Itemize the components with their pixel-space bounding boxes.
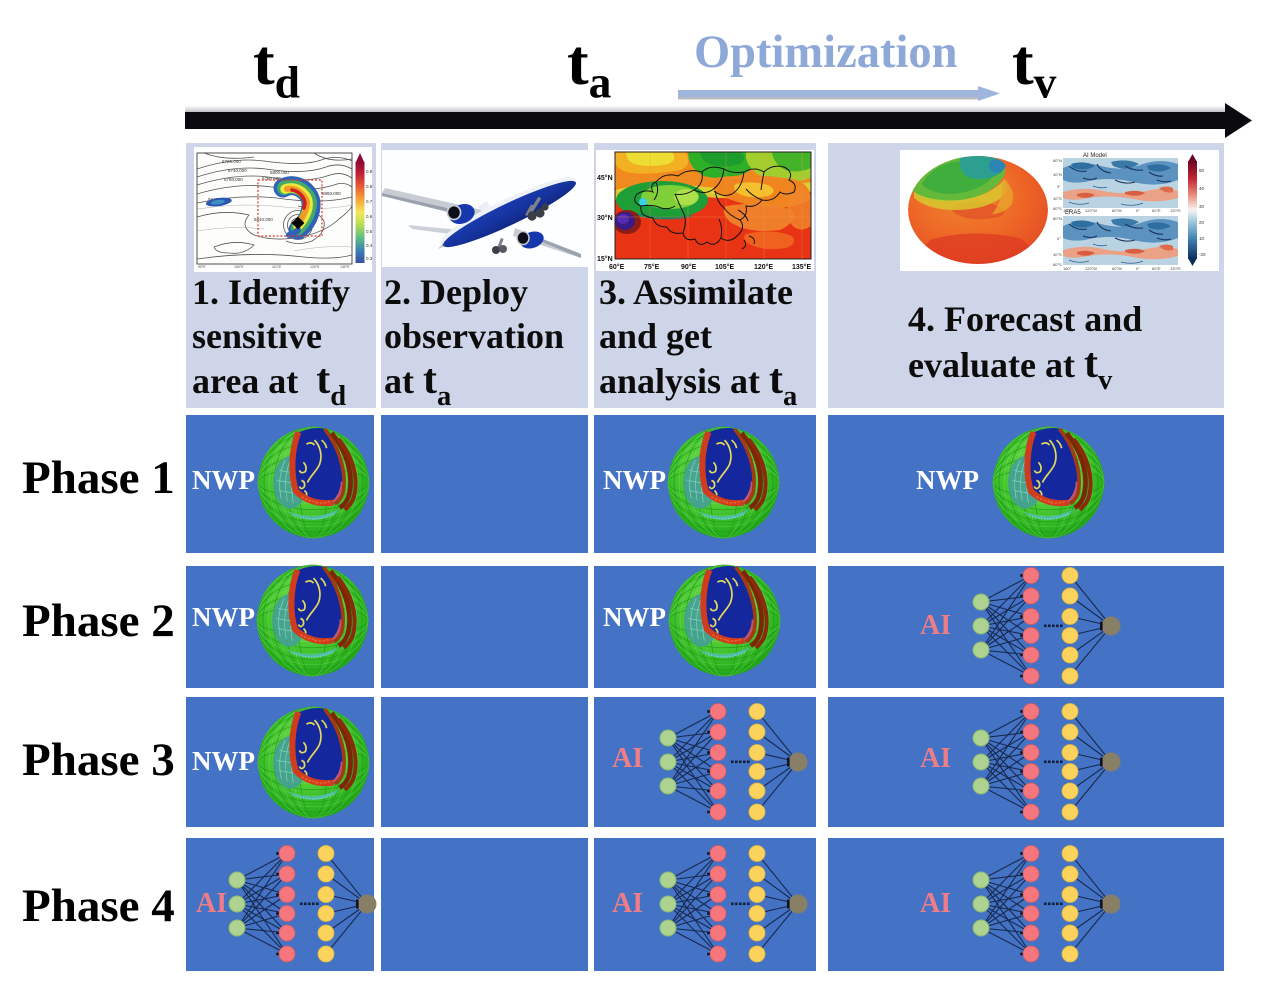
svg-text:60°E: 60°E (609, 263, 625, 271)
svg-text:0.6: 0.6 (366, 214, 372, 219)
svg-text:90°E: 90°E (681, 263, 697, 271)
svg-text:80°S: 80°S (1053, 262, 1062, 267)
svg-text:80°N: 80°N (1053, 216, 1062, 221)
svg-text:0°: 0° (1136, 266, 1140, 271)
svg-text:105°E: 105°E (715, 263, 734, 271)
svg-text:40°S: 40°S (1053, 196, 1062, 201)
svg-text:120°W: 120°W (1085, 266, 1097, 271)
svg-text:-20: -20 (1199, 252, 1206, 257)
svg-text:75°E: 75°E (644, 263, 660, 271)
svg-text:100°E: 100°E (234, 265, 244, 269)
svg-text:0.8: 0.8 (366, 184, 372, 189)
svg-text:5720.000: 5720.000 (222, 159, 241, 164)
svg-text:120°E: 120°E (754, 263, 773, 271)
svg-text:40°S: 40°S (1053, 252, 1062, 257)
svg-text:AI Model: AI Model (1083, 153, 1107, 159)
svg-text:0°: 0° (1057, 236, 1061, 241)
svg-text:80°N: 80°N (1053, 158, 1062, 163)
svg-text:120°E: 120°E (1170, 266, 1181, 271)
svg-text:5800.000: 5800.000 (270, 170, 289, 175)
svg-text:180°: 180° (1063, 266, 1072, 271)
svg-text:60°W: 60°W (1112, 266, 1122, 271)
svg-text:120°W: 120°W (1085, 208, 1097, 213)
svg-text:40°N: 40°N (1053, 172, 1062, 177)
svg-text:30: 30 (1199, 204, 1205, 209)
svg-text:15°N: 15°N (597, 255, 613, 263)
svg-text:130°E: 130°E (340, 265, 350, 269)
svg-text:40: 40 (1199, 186, 1205, 191)
svg-text:30°N: 30°N (597, 214, 613, 222)
svg-text:0.9: 0.9 (366, 169, 372, 174)
svg-text:5840.000: 5840.000 (254, 217, 273, 222)
svg-text:0°: 0° (1136, 208, 1140, 213)
svg-text:120°E: 120°E (310, 265, 320, 269)
svg-text:5740.000: 5740.000 (228, 168, 247, 173)
svg-text:80°S: 80°S (1053, 206, 1062, 211)
svg-text:0°: 0° (1057, 184, 1061, 189)
svg-text:0.5: 0.5 (366, 229, 372, 234)
svg-text:135°E: 135°E (792, 263, 811, 271)
svg-text:0.7: 0.7 (366, 199, 372, 204)
svg-text:90°E: 90°E (198, 265, 206, 269)
svg-text:20: 20 (1199, 220, 1205, 225)
svg-text:10: 10 (1199, 236, 1205, 241)
svg-text:5860.000: 5860.000 (322, 191, 341, 196)
svg-text:ERA5: ERA5 (1065, 210, 1081, 216)
svg-text:50: 50 (1199, 168, 1205, 173)
svg-text:45°N: 45°N (597, 174, 613, 182)
svg-text:110°E: 110°E (272, 265, 282, 269)
svg-text:5760.000: 5760.000 (224, 177, 243, 182)
svg-text:60°E: 60°E (1152, 266, 1161, 271)
svg-text:120°E: 120°E (1170, 208, 1181, 213)
svg-text:180°: 180° (1063, 208, 1072, 213)
svg-text:0.3: 0.3 (366, 256, 372, 261)
svg-text:0.4: 0.4 (366, 243, 372, 248)
svg-text:5780.000: 5780.000 (262, 176, 281, 181)
svg-text:60°W: 60°W (1112, 208, 1122, 213)
svg-text:60°E: 60°E (1152, 208, 1161, 213)
